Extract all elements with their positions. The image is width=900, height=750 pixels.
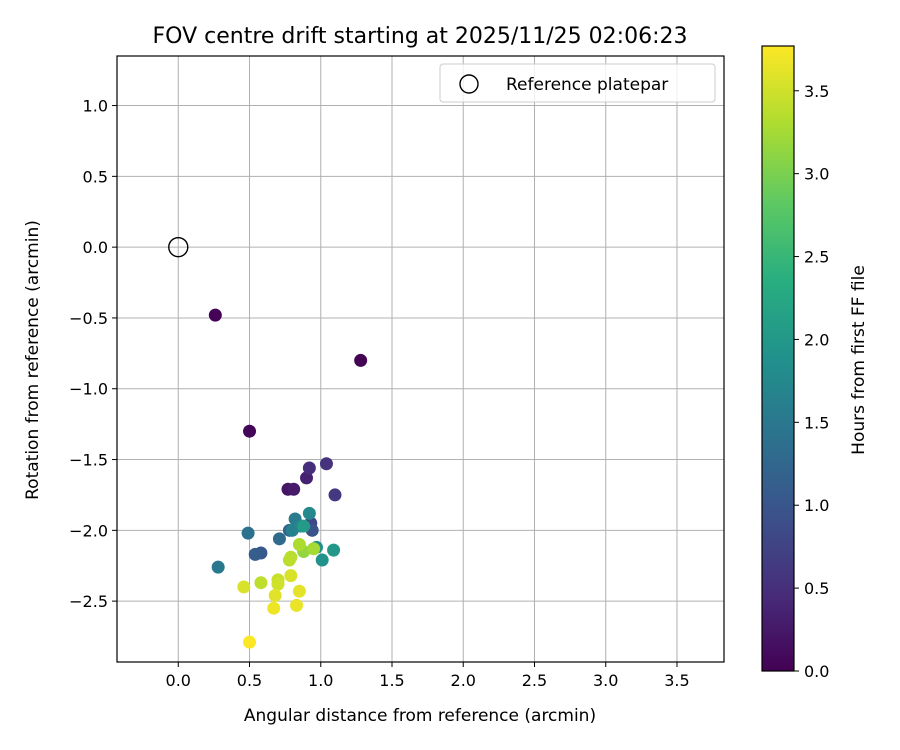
- grid-lines: [117, 56, 724, 662]
- data-point: [284, 569, 298, 583]
- x-tick-label: 0.0: [166, 671, 191, 690]
- y-tick-label: 0.5: [83, 167, 108, 186]
- y-tick-label: −1.0: [69, 380, 108, 399]
- y-axis-label: Rotation from reference (arcmin): [23, 220, 43, 500]
- colorbar-tick-label: 2.5: [804, 248, 829, 267]
- x-tick-label: 0.5: [237, 671, 262, 690]
- data-point: [271, 577, 285, 591]
- data-point: [319, 457, 333, 471]
- y-tick-label: −2.0: [69, 521, 108, 540]
- data-point: [248, 547, 262, 561]
- y-axis-ticks: 1.0 0.5 0.0 −0.5 −1.0 −1.5 −2.0 −2.5: [69, 97, 117, 611]
- scatter-points: [208, 308, 368, 649]
- chart-title: FOV centre drift starting at 2025/11/25 …: [153, 24, 688, 49]
- legend-marker-icon: [459, 74, 479, 94]
- data-point: [272, 532, 286, 546]
- data-point: [211, 560, 225, 574]
- y-tick-label: 0.0: [83, 238, 108, 257]
- data-point: [243, 635, 257, 649]
- data-point: [268, 588, 282, 602]
- y-tick-label: −2.5: [69, 592, 108, 611]
- x-axis-label: Angular distance from reference (arcmin): [244, 706, 596, 726]
- data-point: [243, 424, 257, 438]
- colorbar-tick-label: 1.5: [804, 413, 829, 432]
- colorbar-tick-label: 2.0: [804, 330, 829, 349]
- legend: Reference platepar: [439, 63, 716, 103]
- data-point: [302, 461, 316, 475]
- x-axis-ticks: 0.0 0.5 1.0 1.5 2.0 2.5 3.0 3.5: [166, 662, 690, 690]
- colorbar-tick-label: 3.0: [804, 165, 829, 184]
- reference-point-marker: [168, 236, 189, 258]
- colorbar-tick-label: 0.5: [804, 579, 829, 598]
- colorbar-tick-label: 3.5: [804, 82, 829, 101]
- data-point: [237, 580, 251, 594]
- legend-entry-reference: Reference platepar: [506, 75, 668, 95]
- data-point: [241, 526, 255, 540]
- x-tick-label: 3.0: [593, 671, 618, 690]
- colorbar-label: Hours from first FF file: [849, 265, 869, 455]
- colorbar-ticks: 0.0 0.5 1.0 1.5 2.0 2.5 3.0 3.5: [794, 82, 829, 681]
- data-point: [208, 308, 222, 322]
- x-tick-label: 3.5: [664, 671, 689, 690]
- data-point: [292, 584, 306, 598]
- data-point: [290, 598, 304, 612]
- x-tick-label: 2.5: [522, 671, 547, 690]
- data-point: [328, 488, 342, 502]
- colorbar: 0.0 0.5 1.0 1.5 2.0 2.5 3.0 3.5 Hours from firs…: [761, 45, 869, 681]
- x-tick-label: 1.5: [379, 671, 404, 690]
- data-point: [287, 482, 301, 496]
- x-tick-label: 1.0: [308, 671, 333, 690]
- data-point: [254, 576, 268, 590]
- colorbar-gradient: [761, 45, 795, 672]
- y-tick-label: 1.0: [83, 97, 108, 116]
- reference-marker: [168, 236, 189, 258]
- data-point: [307, 542, 321, 556]
- data-point: [354, 353, 368, 367]
- colorbar-tick-label: 1.0: [804, 496, 829, 515]
- plot-frame: [116, 55, 725, 663]
- data-point: [297, 519, 311, 533]
- y-tick-label: −1.5: [69, 451, 108, 470]
- data-point: [302, 506, 316, 520]
- data-point: [315, 553, 329, 567]
- data-point: [327, 543, 341, 557]
- legend-box: [439, 63, 716, 103]
- colorbar-tick-label: 0.0: [804, 662, 829, 681]
- data-point: [267, 601, 281, 615]
- data-point: [292, 537, 306, 551]
- x-tick-label: 2.0: [451, 671, 476, 690]
- data-point: [282, 553, 296, 567]
- data-point: [300, 471, 314, 485]
- y-tick-label: −0.5: [69, 309, 108, 328]
